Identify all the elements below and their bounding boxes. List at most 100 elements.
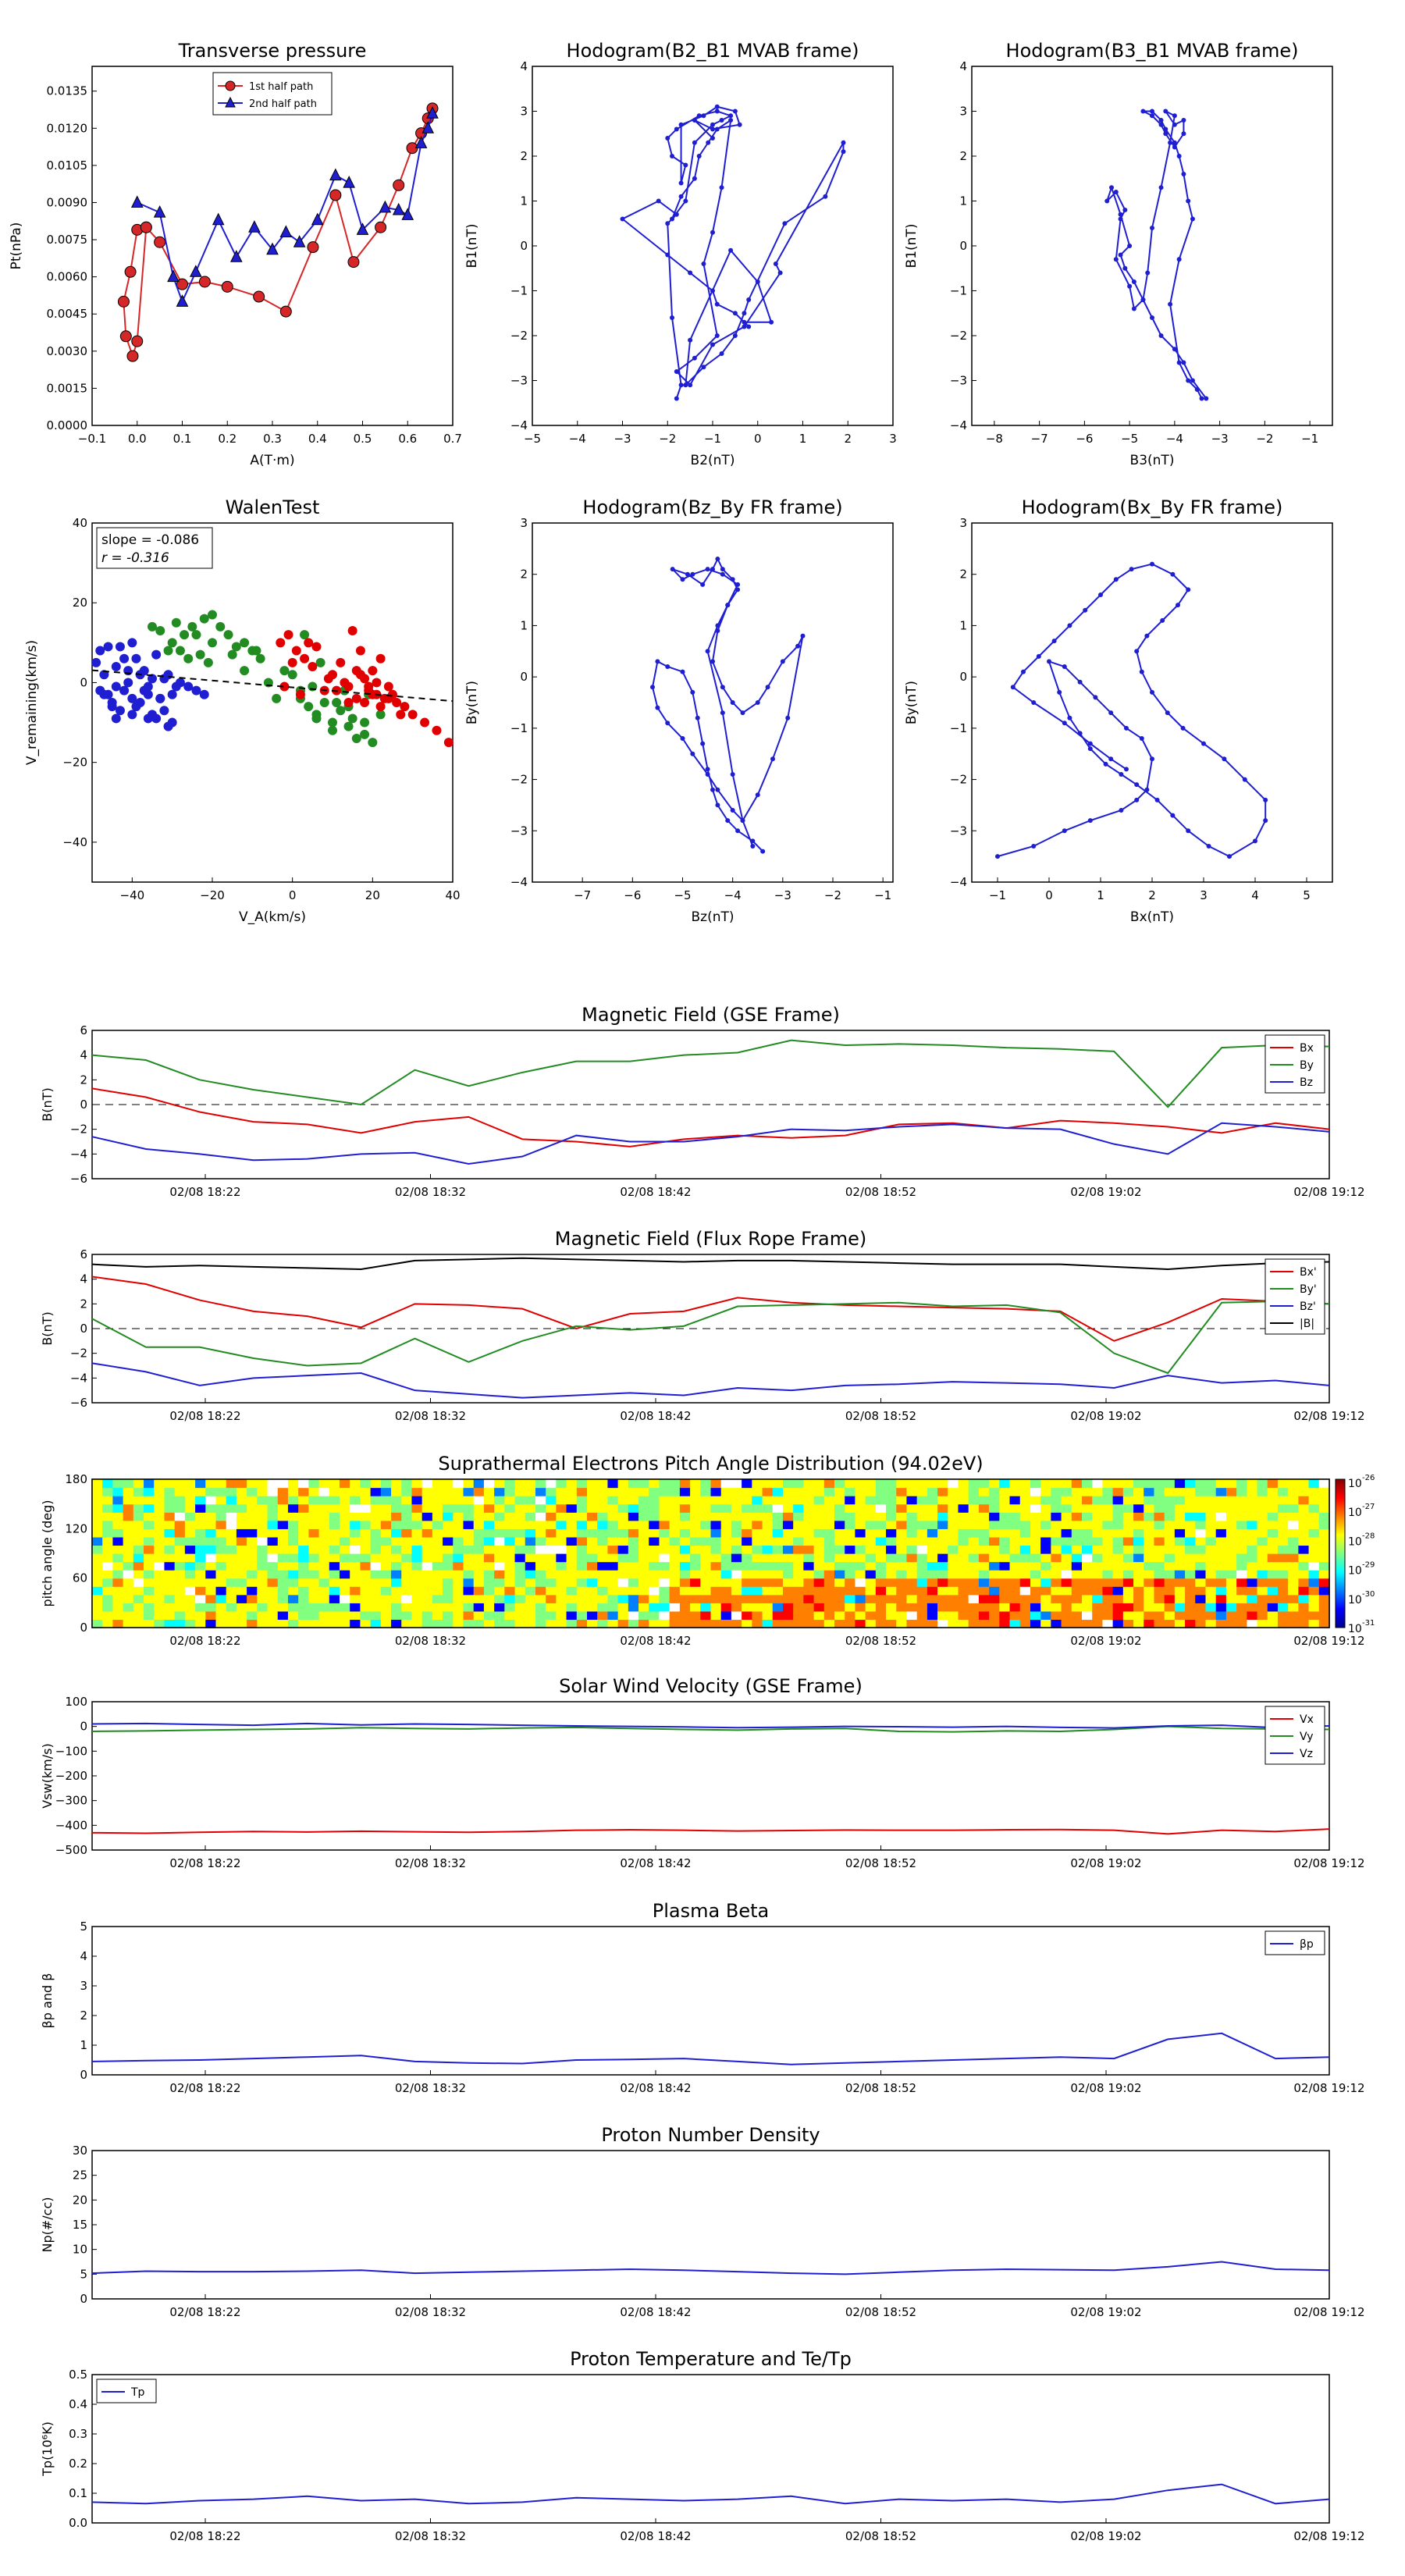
pad-cell <box>845 1503 856 1513</box>
pad-cell <box>937 1594 948 1603</box>
pad-cell <box>133 1561 144 1571</box>
pad-cell <box>350 1619 361 1628</box>
pad-cell <box>1061 1561 1072 1571</box>
pt-point-circle <box>124 265 137 278</box>
pad-cell <box>1225 1536 1237 1546</box>
bfr-legend-label: Bx' <box>1300 1266 1317 1279</box>
h1-point <box>674 126 679 132</box>
pad-cell <box>1102 1578 1114 1587</box>
walen-point <box>123 678 133 688</box>
pad-cell <box>679 1536 691 1546</box>
pad-cell <box>277 1503 289 1513</box>
pad-cell <box>1267 1545 1279 1554</box>
pad-cell <box>546 1520 557 1529</box>
bfr-ylabel: B(nT) <box>40 1311 55 1345</box>
pad-cell <box>287 1496 299 1505</box>
pad-cell <box>752 1479 763 1489</box>
pad-cell <box>865 1570 877 1579</box>
pad-cell <box>1061 1603 1072 1612</box>
pad-cell <box>380 1586 392 1596</box>
pad-cell <box>1164 1479 1176 1489</box>
h4-point <box>1134 782 1140 788</box>
pad-cell <box>112 1561 124 1571</box>
pad-cell <box>576 1619 588 1628</box>
pad-cell <box>525 1479 536 1489</box>
pad-cell <box>999 1496 1011 1505</box>
pad-cell <box>886 1570 897 1579</box>
pad-cell <box>287 1487 299 1496</box>
pad-cell <box>1247 1512 1258 1521</box>
pad-cell <box>360 1578 372 1587</box>
pad-cell <box>649 1570 660 1579</box>
pad-cell <box>1288 1520 1299 1529</box>
h2-panel: Hodogram(B3_B1 MVAB frame)−8 −7 −6 −5 −4 −3 −2… <box>904 40 1333 468</box>
pad-cell <box>886 1586 897 1596</box>
pad-cell <box>133 1594 144 1603</box>
pad-cell <box>927 1536 938 1546</box>
pad-cell <box>803 1545 815 1554</box>
pad-cell <box>1247 1520 1258 1529</box>
pad-cell <box>978 1512 990 1521</box>
pad-cell <box>638 1545 649 1554</box>
pad-cell <box>700 1487 712 1496</box>
pad-cell <box>782 1619 794 1628</box>
pad-cell <box>1195 1503 1207 1513</box>
pad-cell <box>556 1503 567 1513</box>
beta-xtick-label: 02/08 18:32 <box>395 2081 466 2095</box>
pad-cell <box>1257 1553 1268 1563</box>
pad-cell <box>432 1496 443 1505</box>
walen-point <box>191 685 201 696</box>
pad-cell <box>1154 1496 1165 1505</box>
pad-cell <box>845 1479 856 1489</box>
pad-cell <box>350 1479 361 1489</box>
pad-cell <box>762 1496 774 1505</box>
pad-cell <box>875 1619 887 1628</box>
pad-cell <box>1215 1603 1227 1612</box>
pad-cell <box>989 1528 1000 1538</box>
pad-cell <box>669 1496 681 1505</box>
h4-point <box>1087 818 1093 824</box>
pad-cell <box>360 1570 372 1579</box>
pad-cell <box>432 1594 443 1603</box>
pad-cell <box>1195 1512 1207 1521</box>
pad-cell <box>772 1487 784 1496</box>
pad-cell <box>1195 1553 1207 1563</box>
pad-cell <box>669 1512 681 1521</box>
pad-cell <box>112 1578 124 1587</box>
h4-axes-frame <box>971 522 1333 883</box>
pad-cell <box>896 1503 908 1513</box>
pad-cell <box>277 1487 289 1496</box>
pad-cell <box>411 1503 423 1513</box>
pad-cell <box>607 1561 619 1571</box>
pad-cell <box>720 1610 732 1621</box>
pad-cell <box>483 1553 495 1563</box>
pad-cell <box>1092 1610 1104 1621</box>
h1-xtick-label: 3 <box>889 432 897 446</box>
walen-point <box>396 710 406 720</box>
pad-cell <box>607 1479 619 1489</box>
pad-cell <box>463 1610 475 1621</box>
pad-cell <box>576 1536 588 1546</box>
pad-cell <box>1225 1503 1237 1513</box>
pad-cell <box>391 1603 402 1612</box>
h3-point <box>700 741 706 746</box>
pad-cell <box>782 1487 794 1496</box>
h2-xtick-label: −5 <box>1121 432 1138 446</box>
pad-cell <box>597 1528 609 1538</box>
h2-point <box>1158 185 1164 190</box>
pad-cell <box>453 1570 464 1579</box>
pad-cell <box>896 1528 908 1538</box>
pad-cell <box>1236 1586 1247 1596</box>
pad-cell <box>948 1610 959 1621</box>
pad-cell <box>1051 1487 1062 1496</box>
pad-cell <box>989 1594 1000 1603</box>
h4-point <box>1062 828 1067 834</box>
h1-axes-frame <box>532 66 894 426</box>
h1-point <box>701 113 706 119</box>
pad-cell <box>1267 1528 1279 1538</box>
pad-cell <box>762 1603 774 1612</box>
pad-cell <box>1215 1594 1227 1603</box>
pad-cell <box>1308 1503 1320 1513</box>
pad-cell <box>401 1594 413 1603</box>
pad-cell <box>607 1553 619 1563</box>
